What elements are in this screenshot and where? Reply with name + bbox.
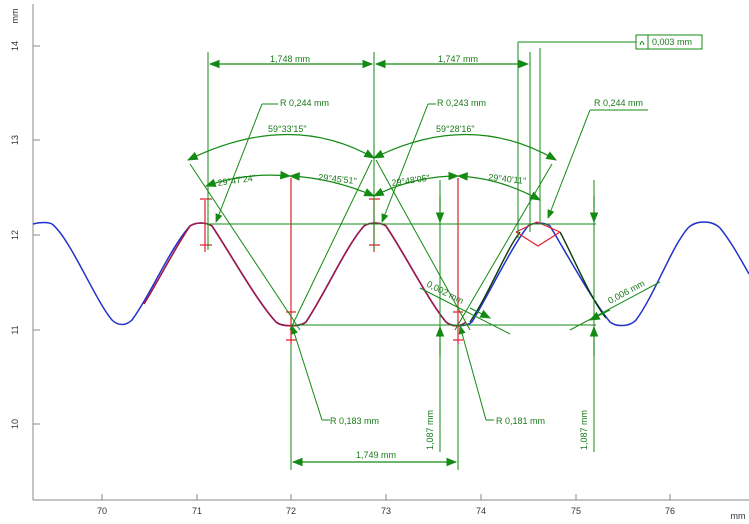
- fitted-flank-2: [469, 231, 607, 323]
- thread-profile: [32, 221, 749, 327]
- y-tick-label: 12: [10, 230, 20, 240]
- fitted-flank-1: [143, 222, 467, 327]
- angle-total-1-label: 59°33'15": [268, 124, 307, 134]
- x-tick-label: 72: [286, 506, 296, 516]
- x-unit-label: mm: [731, 511, 746, 521]
- radius-crest-2-label: R 0,243 mm: [437, 98, 486, 108]
- height-1-label: 1,087 mm: [425, 410, 435, 450]
- dimension-lines: [187, 41, 661, 470]
- half-angle-3-label: 29°48'05": [391, 173, 431, 188]
- half-angle-4-label: 29°40'11": [488, 172, 527, 186]
- radius-crest-1-label: R 0,244 mm: [280, 98, 329, 108]
- y-tick-label: 10: [10, 419, 20, 429]
- radius-root-2-label: R 0,181 mm: [496, 416, 545, 426]
- x-tick-label: 75: [571, 506, 581, 516]
- x-tick-label: 76: [665, 506, 675, 516]
- radius-crest-3-label: R 0,244 mm: [594, 98, 643, 108]
- x-tick-label: 71: [192, 506, 202, 516]
- y-unit-label: mm: [10, 9, 20, 24]
- x-tick-label: 74: [476, 506, 486, 516]
- radius-root-1-label: R 0,183 mm: [330, 416, 379, 426]
- pitch-1-label: 1,748 mm: [270, 54, 310, 64]
- half-angle-2-label: 29°45'51": [318, 172, 357, 186]
- x-tick-label: 73: [381, 506, 391, 516]
- x-tick-label: 70: [97, 506, 107, 516]
- half-angle-1-label: 29°47'24": [217, 173, 257, 188]
- x-ticks: 70 71 72 73 74 75 76 mm: [97, 494, 746, 521]
- flatness-value: 0,003 mm: [652, 37, 692, 47]
- pitch-2-label: 1,747 mm: [438, 54, 478, 64]
- flatness-callout: 0,003 mm: [635, 34, 703, 50]
- y-tick-label: 11: [10, 325, 20, 334]
- y-tick-label: 14: [10, 41, 20, 51]
- height-2-label: 1,087 mm: [579, 410, 589, 450]
- arc-symbol-icon: [639, 41, 645, 46]
- pitch-bottom-label: 1,749 mm: [356, 450, 396, 460]
- y-tick-label: 13: [10, 135, 20, 145]
- y-ticks: 14 13 12 11 10 mm: [10, 9, 40, 429]
- angle-total-2-label: 59°28'16": [436, 124, 475, 134]
